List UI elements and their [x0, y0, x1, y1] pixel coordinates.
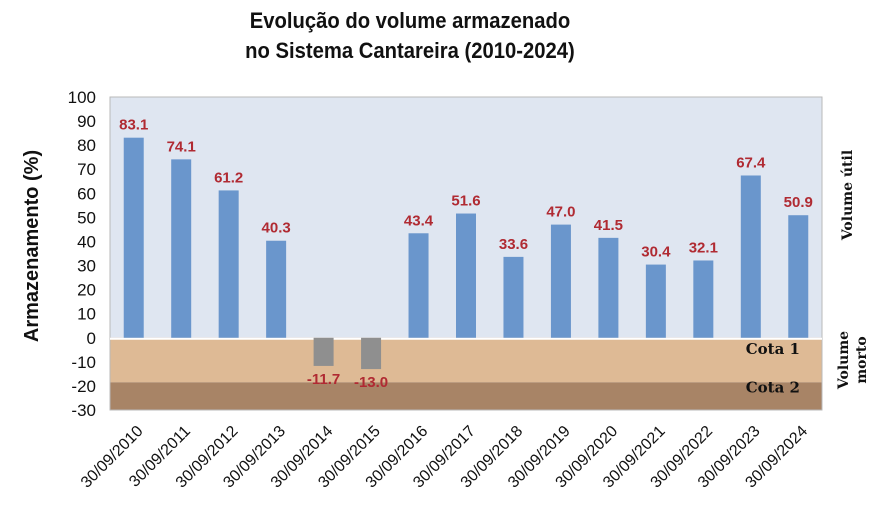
data-label: 67.4 — [736, 154, 766, 171]
y-tick-label: 90 — [77, 112, 96, 131]
data-label: 30.4 — [641, 244, 671, 261]
y-tick-label: 100 — [68, 88, 96, 107]
bar — [408, 233, 429, 338]
zone-cota-1 — [110, 337, 822, 383]
data-label: 83.1 — [119, 117, 148, 134]
data-label: -11.7 — [307, 371, 340, 388]
bar — [550, 224, 571, 338]
y-tick-label: 30 — [77, 257, 96, 276]
data-label: 40.3 — [262, 220, 291, 237]
data-label: 61.2 — [214, 169, 243, 186]
bar — [123, 137, 144, 338]
y-tick-label: 20 — [77, 281, 96, 300]
bar — [361, 337, 382, 370]
bar — [740, 175, 761, 338]
bar — [313, 337, 334, 366]
bar — [218, 190, 239, 338]
plot-area-border — [109, 96, 823, 411]
y-tick-label: -30 — [71, 401, 96, 420]
data-label: 41.5 — [594, 217, 623, 234]
side-label-volume-morto-line-1: Volume — [836, 331, 852, 390]
zone-label-cota-2: Cota 2 — [746, 379, 800, 397]
bar — [645, 264, 666, 338]
y-tick-label: 70 — [77, 160, 96, 179]
y-tick-label: 40 — [77, 232, 96, 251]
bar — [456, 213, 476, 338]
y-tick-label: -10 — [71, 353, 96, 372]
data-label: 50.9 — [784, 194, 813, 211]
chart-title-line-2: no Sistema Cantareira (2010-2024) — [245, 38, 575, 63]
bar — [598, 237, 619, 338]
data-label: 33.6 — [499, 236, 528, 253]
y-tick-label: 10 — [77, 305, 96, 324]
side-label-volume-morto-line-2: morto — [854, 336, 870, 383]
y-tick-label: 80 — [77, 136, 96, 155]
y-tick-label: -20 — [71, 377, 96, 396]
y-tick-label: 50 — [77, 208, 96, 227]
y-tick-label: 60 — [77, 184, 96, 203]
bar — [266, 240, 287, 338]
data-label: 47.0 — [546, 204, 575, 221]
data-label: 51.6 — [451, 193, 480, 210]
data-label: 74.1 — [167, 138, 196, 155]
bar — [693, 260, 714, 338]
y-axis-label: Armazenamento (%) — [21, 150, 43, 342]
bar — [503, 256, 524, 338]
data-label: 43.4 — [404, 212, 434, 229]
zone-cota-2 — [110, 382, 822, 410]
y-tick-label: 0 — [87, 329, 96, 348]
bar — [788, 215, 809, 338]
data-label: -13.0 — [354, 374, 388, 391]
data-label: 32.1 — [689, 239, 718, 256]
bar — [171, 159, 192, 338]
zone-label-cota-1: Cota 1 — [746, 340, 800, 358]
side-label-volume-util: Volume útil — [840, 150, 856, 241]
chart-title-line-1: Evolução do volume armazenado — [249, 8, 571, 33]
